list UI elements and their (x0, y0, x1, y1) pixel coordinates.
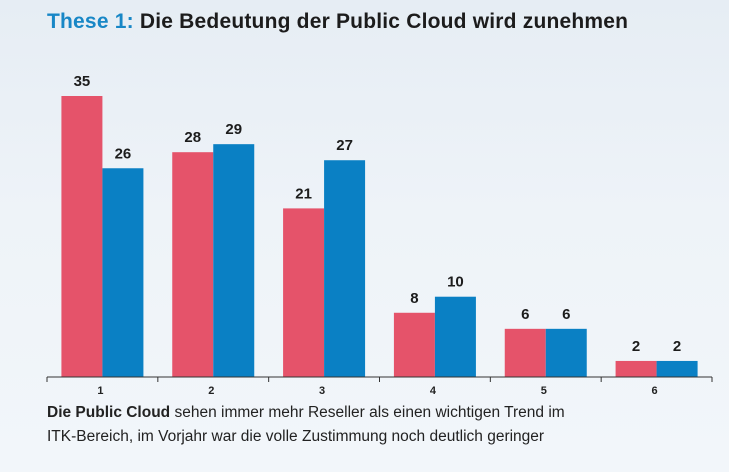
data-label: 27 (336, 137, 353, 154)
x-tick-marks (46, 377, 713, 382)
bar (324, 160, 366, 377)
data-label: 35 (74, 73, 91, 90)
bar (545, 328, 587, 377)
data-label: 8 (410, 290, 418, 307)
caption-line1: sehen immer mehr Reseller als einen wich… (170, 404, 565, 421)
data-labels-group: 35 26 28 29 21 27 8 10 6 6 2 2 (74, 73, 682, 355)
bar (283, 208, 325, 377)
data-label: 6 (562, 306, 570, 323)
chart-caption: Die Public Cloud sehen immer mehr Resell… (47, 401, 687, 449)
bar (61, 96, 103, 377)
data-label: 29 (225, 121, 242, 138)
x-tick-label: 6 (652, 385, 658, 397)
bar (434, 296, 476, 377)
chart-title: These 1: Die Bedeutung der Public Cloud … (47, 10, 628, 34)
bar (393, 312, 435, 377)
title-text: Die Bedeutung der Public Cloud wird zune… (139, 10, 629, 33)
bar (615, 360, 657, 377)
x-tick-label: 3 (319, 385, 325, 397)
data-label: 2 (632, 338, 640, 355)
data-label: 6 (521, 306, 529, 323)
caption-lead: Die Public Cloud (47, 404, 171, 421)
data-label: 28 (184, 129, 201, 146)
data-label: 10 (447, 274, 464, 291)
title-prefix: These 1: (47, 10, 134, 33)
x-tick-labels-group: 1 2 3 4 5 6 (97, 385, 657, 397)
bars-group (61, 96, 698, 377)
bar (504, 328, 546, 377)
bar (172, 152, 214, 377)
x-tick-label: 1 (97, 385, 103, 397)
bar (213, 144, 255, 377)
caption-line2: ITK-Bereich, im Vorjahr war die volle Zu… (47, 428, 545, 445)
data-label: 21 (295, 185, 312, 202)
bar (102, 168, 144, 377)
x-tick-label: 5 (541, 385, 547, 397)
x-tick-label: 2 (208, 385, 214, 397)
bar (656, 360, 698, 377)
data-label: 2 (673, 338, 681, 355)
x-tick-label: 4 (430, 385, 437, 397)
data-label: 26 (115, 145, 132, 162)
